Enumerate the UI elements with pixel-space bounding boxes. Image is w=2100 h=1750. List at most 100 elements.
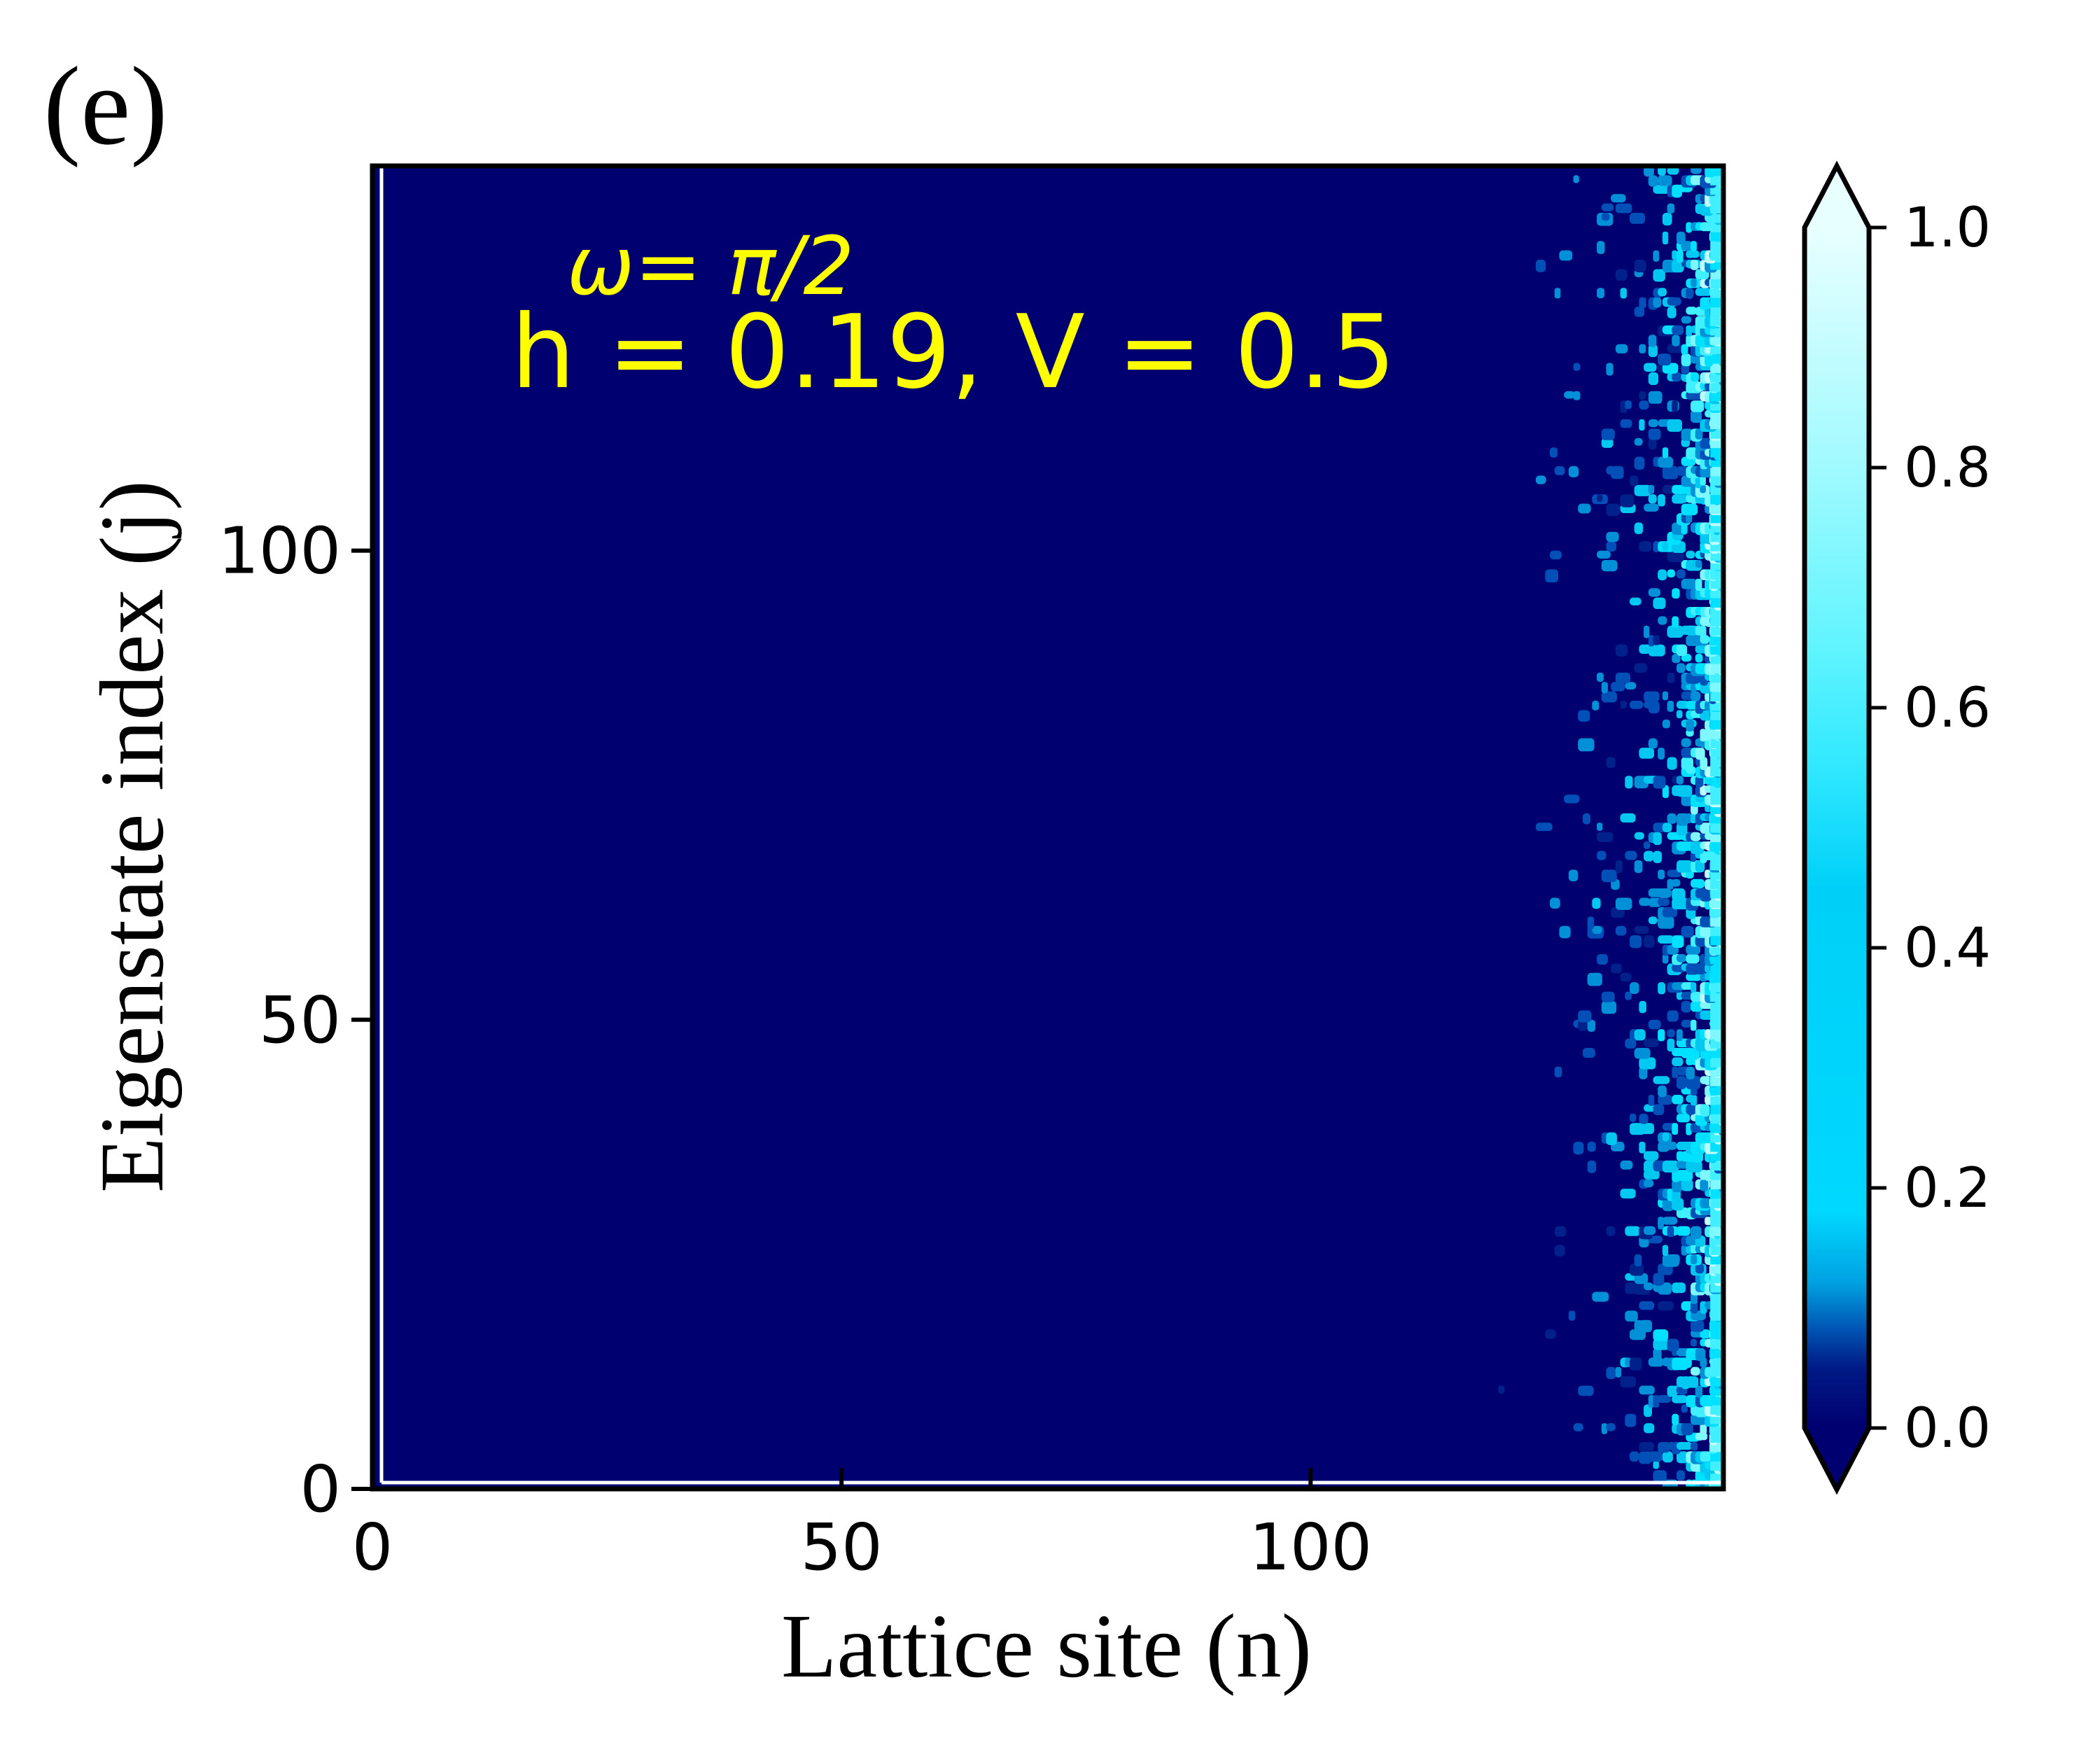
heatmap-cell [1639,541,1652,552]
heatmap-cell [1695,1348,1706,1362]
heatmap-cell [1582,813,1591,825]
heatmap-cell [1700,1329,1711,1339]
heatmap-cell [1545,569,1559,583]
heatmap-cell [1672,1123,1679,1135]
heatmap-cell [1700,1198,1712,1209]
heatmap-cell [1611,194,1626,203]
heatmap-cell [1644,625,1650,638]
heatmap-cell [1615,897,1632,910]
heatmap-cell [1672,325,1684,335]
heatmap-cell [1686,1066,1695,1079]
heatmap-cell [1611,465,1624,479]
heatmap-cell [1573,1142,1584,1155]
heatmap-cell [1676,701,1689,709]
heatmap-cell [1550,550,1562,560]
heatmap-cell [1710,682,1723,692]
heatmap-cell [1625,850,1637,860]
heatmap-cell [1592,897,1601,909]
heatmap-cell [1676,785,1693,797]
heatmap-cell [1672,1254,1680,1264]
heatmap-cell [1644,691,1660,702]
heatmap-cell [1710,1460,1723,1471]
heatmap-cell [1676,1451,1688,1464]
heatmap-cell [1629,597,1642,606]
heatmap-cell [1710,710,1723,720]
heatmap-cell [1639,897,1651,906]
heatmap-cell [1681,316,1692,324]
heatmap-cell [1710,531,1723,542]
heatmap-cell [1653,776,1666,789]
annotation-params: h = 0.19, V = 0.5 [511,293,1396,412]
heatmap-cell [1667,1226,1674,1238]
heatmap-cell [1653,184,1670,194]
heatmap-cell [1690,410,1702,424]
colorbar: 0.0 0.2 0.4 0.6 0.8 1.0 [1802,160,1991,1495]
heatmap-cell [1676,569,1686,579]
heatmap-cell [1681,1019,1692,1028]
heatmap-cell [1601,1000,1617,1014]
heatmap-cell [1653,1394,1660,1408]
colorbar-tick-label: 0.2 [1904,1157,1991,1220]
heatmap-cell [1578,710,1590,722]
heatmap-cell [1648,344,1658,358]
heatmap-cell [1710,766,1723,777]
heatmap-cell [1676,1441,1693,1450]
heatmap-cell [1672,250,1678,260]
heatmap-cell [1644,1104,1656,1112]
heatmap-cell [1695,428,1703,440]
heatmap-cell [1710,1179,1723,1190]
heatmap-cell [1686,1160,1702,1172]
heatmap-cell [1672,484,1688,494]
heatmap-cell [1704,194,1711,207]
heatmap-cell [1700,925,1712,937]
heatmap-cell [1690,372,1700,382]
heatmap-cell [1573,175,1579,183]
heatmap-cell [1634,260,1646,272]
heatmap-cell [1620,1189,1636,1199]
heatmap-cell [1710,729,1723,739]
heatmap-cell [1662,1451,1673,1463]
heatmap-cell [1587,972,1602,986]
heatmap-cell [1658,1029,1665,1042]
heatmap-cell [1700,475,1706,486]
heatmap-cell [1564,794,1580,804]
heatmap-cell [1578,1019,1588,1031]
heatmap-cell [1658,1217,1664,1230]
heatmap-cell [1695,654,1703,663]
heatmap-cell [1710,288,1723,298]
heatmap-cell [1710,194,1723,204]
heatmap-cell [1710,1320,1723,1331]
heatmap-cell [1695,1264,1704,1274]
heatmap-cell [1710,250,1723,261]
heatmap-cell [1676,860,1693,873]
heatmap-cell [1629,1113,1637,1122]
heatmap-cell [1634,456,1645,470]
heatmap-cell [1629,1357,1642,1371]
heatmap-cell [1700,1010,1714,1020]
heatmap-cell [1625,776,1633,789]
heatmap-cell [1667,1338,1679,1352]
x-tick-label: 0 [352,1510,393,1585]
heatmap-cell [1710,794,1723,805]
heatmap-cell [1535,822,1553,832]
heatmap-cell [1568,869,1578,882]
heatmap-cell [1686,1394,1698,1408]
heatmap-cell [1681,578,1697,589]
heatmap-cell [1620,972,1632,982]
heatmap-cell [1658,175,1672,186]
heatmap-cell [1710,578,1723,589]
heatmap-cell [1710,663,1723,673]
heatmap-cell [1535,475,1546,484]
heatmap-cell [1676,710,1683,719]
heatmap-cell [1554,1245,1565,1256]
heatmap-cell [1597,288,1605,299]
heatmap-cell [1686,325,1693,337]
heatmap-cell [1639,1385,1655,1395]
heatmap-cell [1710,354,1723,364]
heatmap-cell [1653,1104,1665,1115]
heatmap-cell [1644,1179,1654,1188]
heatmap-cell [1710,1198,1723,1208]
heatmap-cell [1676,1029,1683,1042]
heatmap-cell [1667,203,1675,214]
heatmap-cell [1653,1470,1667,1483]
